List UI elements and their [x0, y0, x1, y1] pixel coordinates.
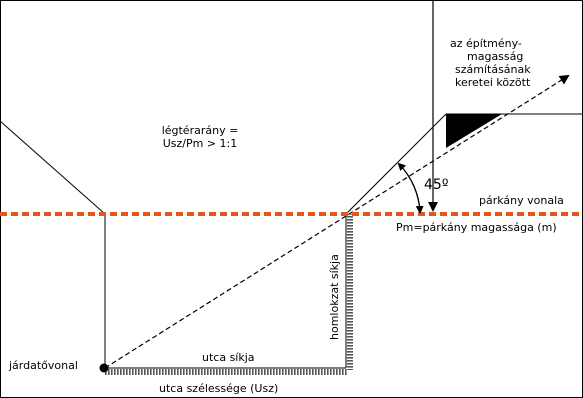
- envelope-label-line2: magasság: [467, 50, 524, 63]
- street-hatch: [105, 369, 348, 375]
- airspace-label: légtérarány = Usz/Pm > 1:1: [150, 124, 250, 150]
- envelope-label-line4: keretei között: [455, 76, 531, 89]
- envelope-triangle: [446, 114, 502, 148]
- facade-plane-label: homlokzat síkja: [328, 254, 341, 340]
- curb-point: [99, 363, 109, 373]
- angle-arc-reverse: [397, 162, 421, 213]
- airspace-dashed-line: [104, 74, 570, 369]
- airspace-label-line1: légtérarány =: [161, 124, 239, 137]
- airspace-label-line2: Usz/Pm > 1:1: [162, 137, 238, 150]
- envelope-label-line1: az építmény-: [450, 37, 522, 50]
- roof-45-line: [345, 113, 447, 215]
- envelope-label: az építmény- magasság számításának keret…: [450, 37, 560, 89]
- left-building-roof-line: [0, 120, 106, 215]
- street-width-label: utca szélessége (Usz): [159, 382, 279, 395]
- angle-label: 45º: [424, 177, 449, 193]
- curb-line-label: járdatővonal: [9, 359, 78, 372]
- cornice-height-label: Pm=párkány magassága (m): [396, 221, 557, 234]
- facade-hatch: [347, 214, 353, 370]
- cornice-line-label: párkány vonala: [479, 194, 564, 207]
- street-plane-label: utca síkja: [202, 351, 255, 364]
- envelope-label-line3: számításának: [455, 63, 531, 76]
